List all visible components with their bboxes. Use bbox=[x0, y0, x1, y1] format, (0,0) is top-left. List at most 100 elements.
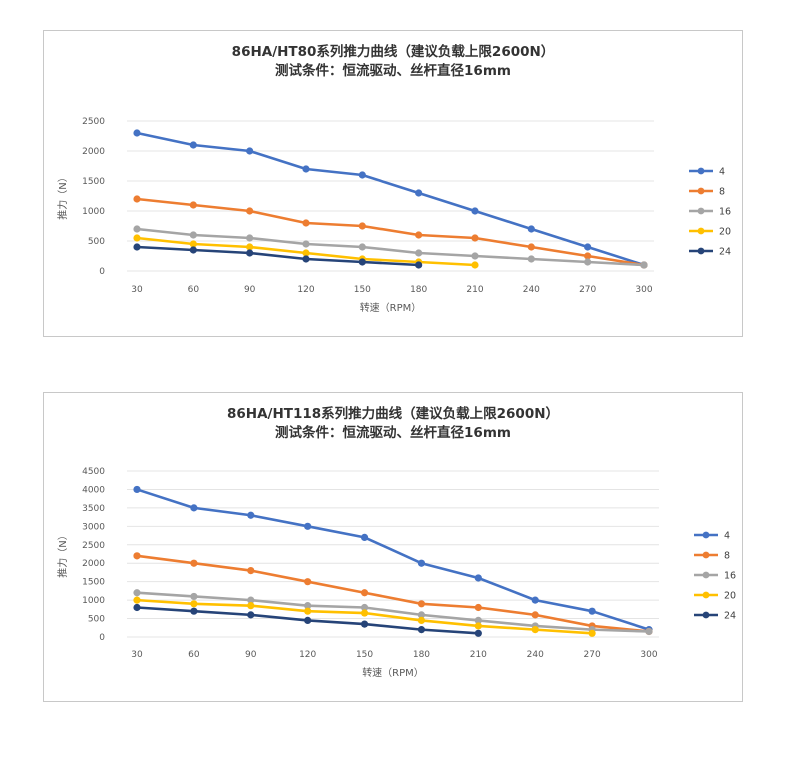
data-point-20 bbox=[189, 240, 197, 248]
data-point-24 bbox=[474, 629, 482, 637]
data-point-20 bbox=[474, 622, 482, 630]
data-point-16 bbox=[189, 231, 197, 239]
series-line-4 bbox=[136, 488, 650, 631]
legend-label-8: 8 bbox=[724, 551, 730, 562]
data-point-4 bbox=[415, 189, 423, 197]
data-point-16 bbox=[474, 616, 482, 624]
data-point-24 bbox=[358, 258, 366, 266]
data-point-24 bbox=[246, 249, 254, 257]
x-tick-label: 30 bbox=[131, 285, 143, 295]
data-point-8 bbox=[190, 559, 198, 567]
data-point-24 bbox=[190, 607, 198, 615]
legend-marker-8 bbox=[702, 551, 710, 559]
data-point-8 bbox=[471, 234, 479, 242]
y-tick-label: 1500 bbox=[82, 578, 105, 588]
chart-title: 86HA/HT118系列推力曲线（建议负载上限2600N） bbox=[226, 406, 560, 422]
legend-label-8: 8 bbox=[719, 187, 725, 198]
data-point-8 bbox=[358, 222, 366, 230]
data-point-4 bbox=[133, 129, 141, 137]
legend-marker-4 bbox=[697, 167, 705, 175]
chart-panel-2: 86HA/HT118系列推力曲线（建议负载上限2600N） 测试条件：恒流驱动、… bbox=[43, 392, 743, 702]
data-point-20 bbox=[133, 234, 141, 242]
chart-plot-area: 0 500 1000 1500 2000 2500 30 60 90 120 150 180 210 24… bbox=[56, 117, 731, 314]
data-point-8 bbox=[189, 201, 197, 209]
data-point-8 bbox=[415, 231, 423, 239]
data-point-20 bbox=[304, 607, 312, 615]
data-point-16 bbox=[645, 627, 653, 636]
data-point-8 bbox=[246, 207, 254, 215]
chart-subtitle: 测试条件：恒流驱动、丝杆直径16mm bbox=[275, 425, 511, 441]
data-point-4 bbox=[304, 522, 312, 530]
series-line-8 bbox=[136, 554, 650, 633]
data-point-20 bbox=[302, 249, 310, 257]
data-point-24 bbox=[302, 255, 310, 263]
data-point-4 bbox=[527, 225, 535, 233]
data-point-24 bbox=[360, 620, 369, 628]
y-tick-label: 2500 bbox=[82, 117, 105, 127]
legend-marker-16 bbox=[702, 571, 710, 579]
data-point-20 bbox=[588, 629, 596, 637]
data-point-20 bbox=[531, 626, 539, 634]
legend-label-20: 20 bbox=[724, 591, 736, 602]
x-axis-title: 转速（RPM） bbox=[360, 301, 422, 314]
data-point-4 bbox=[189, 141, 197, 149]
y-tick-label: 1000 bbox=[82, 596, 105, 606]
x-tick-label: 90 bbox=[244, 285, 256, 295]
data-point-4 bbox=[190, 504, 198, 512]
data-point-24 bbox=[133, 603, 141, 612]
x-tick-label: 270 bbox=[584, 650, 601, 660]
data-point-24 bbox=[247, 611, 255, 619]
data-point-4 bbox=[302, 165, 310, 173]
data-point-8 bbox=[304, 578, 312, 586]
x-tick-label: 150 bbox=[354, 285, 371, 295]
y-tick-label: 2000 bbox=[82, 559, 105, 569]
legend-marker-8 bbox=[697, 187, 705, 195]
data-point-16 bbox=[133, 225, 141, 233]
legend-label-24: 24 bbox=[724, 611, 736, 622]
series-line-8 bbox=[136, 197, 645, 267]
data-point-4 bbox=[246, 147, 254, 155]
data-point-16 bbox=[247, 596, 255, 604]
chart-subtitle: 测试条件：恒流驱动、丝杆直径16mm bbox=[275, 63, 511, 79]
data-point-8 bbox=[360, 589, 369, 597]
x-tick-label: 150 bbox=[356, 650, 373, 660]
data-point-8 bbox=[584, 252, 592, 260]
data-point-8 bbox=[133, 552, 141, 560]
data-point-24 bbox=[415, 261, 423, 269]
data-point-16 bbox=[584, 258, 592, 266]
x-tick-label: 270 bbox=[579, 285, 596, 295]
legend-label-20: 20 bbox=[719, 227, 731, 238]
data-point-24 bbox=[133, 243, 141, 251]
data-point-4 bbox=[247, 511, 255, 519]
data-point-20 bbox=[417, 616, 426, 624]
data-point-4 bbox=[417, 559, 426, 567]
data-point-24 bbox=[304, 616, 312, 624]
data-point-16 bbox=[302, 240, 310, 248]
data-point-4 bbox=[588, 607, 596, 615]
x-tick-label: 60 bbox=[188, 285, 200, 295]
data-point-4 bbox=[474, 574, 482, 582]
x-tick-label: 120 bbox=[297, 285, 314, 295]
y-tick-label: 4000 bbox=[82, 485, 105, 495]
data-point-16 bbox=[190, 592, 198, 601]
data-point-8 bbox=[527, 243, 535, 251]
data-point-16 bbox=[417, 611, 426, 619]
x-tick-label: 300 bbox=[635, 285, 652, 295]
y-tick-label: 500 bbox=[88, 237, 105, 247]
y-tick-label: 3000 bbox=[82, 522, 105, 532]
y-axis-title: 推力（N） bbox=[56, 530, 69, 577]
legend-label-4: 4 bbox=[719, 167, 725, 178]
y-tick-label: 1000 bbox=[82, 207, 105, 217]
chart-plot-area: 0 500 1000 1500 2000 2500 3000 3500 4000 4500 30 60… bbox=[56, 467, 736, 679]
series-line-16 bbox=[136, 227, 645, 267]
x-tick-label: 300 bbox=[640, 650, 657, 660]
y-tick-label: 2500 bbox=[82, 541, 105, 551]
y-tick-label: 3500 bbox=[82, 504, 105, 514]
y-tick-label: 500 bbox=[88, 615, 105, 625]
x-tick-label: 210 bbox=[466, 285, 483, 295]
data-point-16 bbox=[246, 234, 254, 242]
data-point-20 bbox=[133, 596, 141, 604]
data-point-20 bbox=[360, 609, 369, 617]
legend-label-4: 4 bbox=[724, 531, 730, 542]
data-point-8 bbox=[417, 600, 426, 608]
